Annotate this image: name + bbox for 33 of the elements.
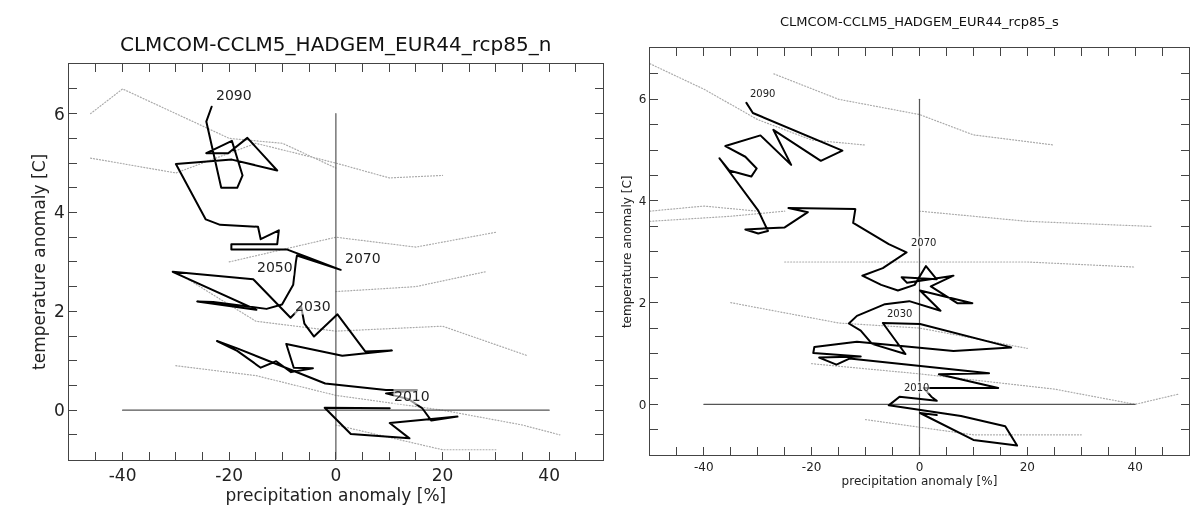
y-tick-label: 2	[54, 301, 65, 322]
x-tick-label: 0	[915, 459, 924, 474]
y-tick-label: 0	[54, 400, 65, 421]
x-tick-label: -20	[801, 459, 822, 474]
y-tick-label: 0	[638, 397, 647, 412]
y-tick-label: 2	[638, 295, 647, 310]
y-axis-title: temperature anomaly [C]	[28, 153, 49, 370]
chart-title: CLMCOM-CCLM5_HADGEM_EUR44_rcp85_n	[120, 32, 552, 56]
annotation: 2090	[216, 87, 252, 103]
x-tick-label: -40	[694, 459, 714, 474]
x-tick-label: 0	[330, 465, 342, 486]
chart-title: CLMCOM-CCLM5_HADGEM_EUR44_rcp85_s	[780, 14, 1060, 29]
annotation: 2010	[904, 382, 930, 393]
annotation: 2010	[394, 388, 430, 404]
annotation: 2030	[887, 308, 913, 319]
annotation: 2030	[295, 298, 331, 314]
x-tick-label: -40	[108, 465, 137, 486]
y-tick-label: 6	[54, 103, 65, 124]
x-tick-label: 20	[431, 465, 454, 486]
x-axis-title: precipitation anomaly [%]	[225, 485, 447, 506]
x-tick-label: -20	[215, 465, 244, 486]
x-axis-title: precipitation anomaly [%]	[841, 473, 998, 488]
annotation: 2070	[345, 250, 381, 266]
annotation: 2070	[911, 237, 937, 248]
y-tick-label: 6	[638, 92, 647, 107]
y-tick-label: 4	[54, 202, 65, 223]
x-tick-label: 20	[1019, 459, 1035, 474]
x-tick-label: 40	[1127, 459, 1143, 474]
annotation: 2050	[257, 259, 293, 275]
annotation: 2090	[750, 88, 776, 99]
x-tick-label: 40	[538, 465, 560, 486]
y-tick-label: 4	[638, 194, 647, 209]
y-axis-title: temperature anomaly [C]	[620, 175, 635, 329]
